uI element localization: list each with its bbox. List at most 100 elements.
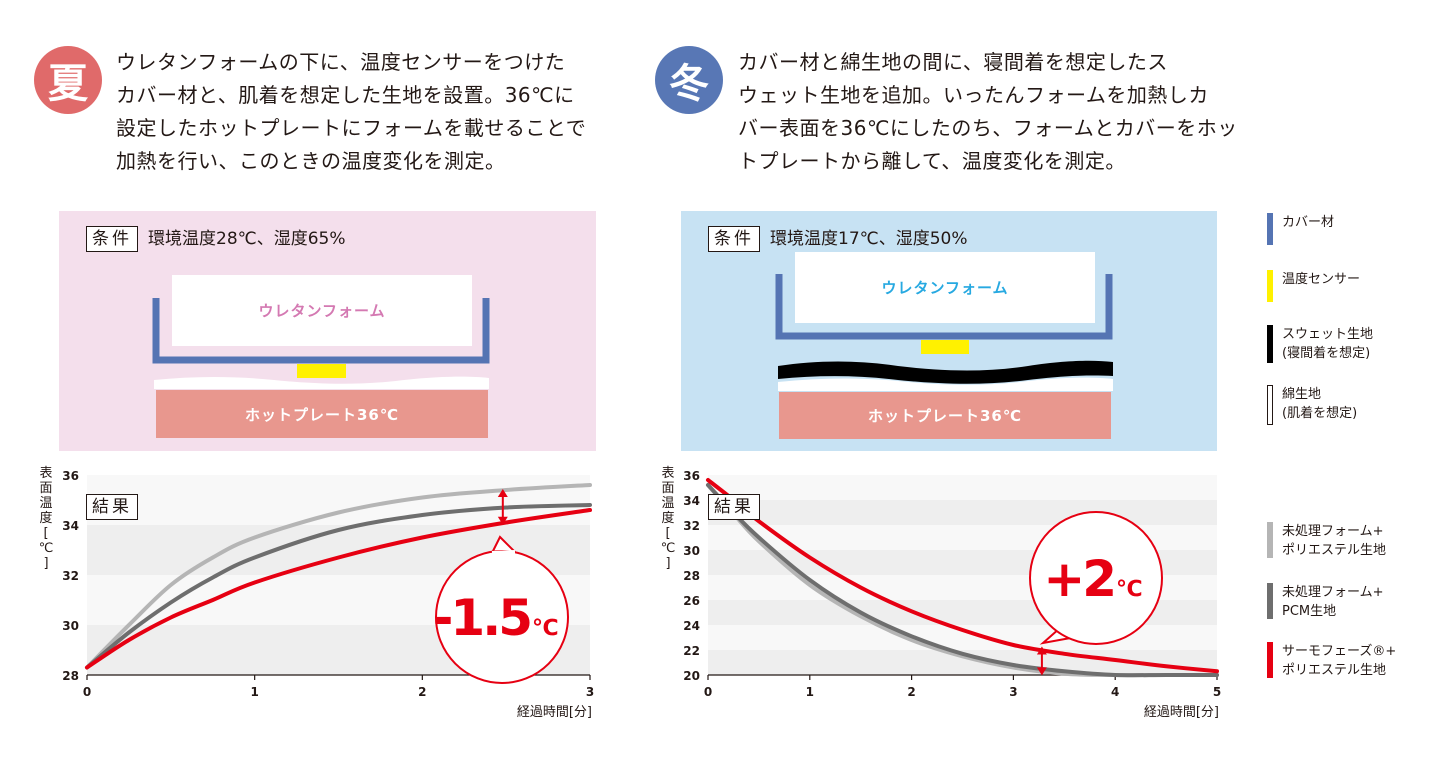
callout-value: -1.5 — [433, 589, 531, 647]
winter-cotton-layer — [778, 377, 1113, 391]
y-tick-label: 20 — [683, 669, 700, 683]
difference-arrowhead — [1036, 667, 1047, 676]
winter-sensor — [921, 340, 969, 354]
y-tick-label: 26 — [683, 594, 700, 608]
x-tick-label: 0 — [83, 685, 91, 699]
winter-condition-text: 環境温度17℃、湿度50% — [770, 229, 968, 249]
series-legend-label: 未処理フォーム+ ポリエステル生地 — [1282, 524, 1387, 558]
winter-desc-line: カバー材と綿生地の間に、寝間着を想定したス — [738, 50, 1168, 74]
series-line — [706, 483, 1219, 678]
y-tick-label: 22 — [683, 644, 700, 658]
winter-hot-plate: ホットプレート36℃ — [779, 392, 1111, 439]
x-axis-label: 経過時間[分] — [1144, 705, 1219, 720]
difference-arrowhead — [497, 516, 508, 525]
series-legend-label: 未処理フォーム+ PCM生地 — [1282, 585, 1384, 619]
summer-hot-plate: ホットプレート36℃ — [156, 390, 488, 438]
summer-sensor — [297, 364, 346, 378]
summer-condition-label: 条件 — [86, 226, 138, 252]
winter-chart-ylabel: 表面温度[℃] — [660, 466, 676, 571]
callout-unit: ℃ — [1116, 577, 1143, 602]
y-tick-label: 30 — [62, 619, 79, 633]
winter-desc-line: トプレートから離して、温度変化を測定。 — [738, 149, 1126, 173]
series-legend-label: サーモフェーズ®+ ポリエステル生地 — [1282, 644, 1397, 678]
callout-tail — [491, 535, 516, 554]
series-line — [85, 508, 592, 670]
y-tick-label: 36 — [683, 469, 700, 483]
winter-description: カバー材と綿生地の間に、寝間着を想定したス ウェット生地を追加。いったんフォーム… — [738, 46, 1238, 178]
materials-legend-label: 温度センサー — [1282, 272, 1361, 287]
series-legend-item: 未処理フォーム+ ポリエステル生地 — [1267, 522, 1386, 560]
summer-chart-ylabel: 表面温度[℃] — [38, 466, 54, 571]
winter-result-label: 結果 — [708, 494, 760, 520]
y-tick-label: 36 — [62, 469, 79, 483]
x-tick-label: 1 — [250, 685, 258, 699]
callout-tail — [1039, 627, 1077, 645]
winter-badge: 冬 — [655, 46, 723, 114]
x-tick-label: 2 — [907, 685, 915, 699]
summer-foam: ウレタンフォーム — [172, 275, 472, 346]
x-tick-label: 5 — [1213, 685, 1221, 699]
callout-value: +2 — [1043, 550, 1114, 608]
x-tick-label: 3 — [586, 685, 594, 699]
difference-arrowhead — [1036, 646, 1047, 655]
y-tick-label: 32 — [62, 569, 79, 583]
summer-desc-line: 加熱を行い、このときの温度変化を測定。 — [116, 149, 506, 173]
y-tick-label: 28 — [62, 669, 79, 683]
series-legend-swatch — [1267, 522, 1273, 558]
y-tick-label: 32 — [683, 519, 700, 533]
summer-badge: 夏 — [34, 46, 102, 114]
summer-cotton-layer — [154, 376, 489, 389]
materials-legend-item: 温度センサー — [1267, 270, 1360, 302]
series-line — [85, 503, 592, 670]
callout-tail-mask — [491, 550, 516, 555]
difference-callout: +2 ℃ — [1029, 511, 1163, 645]
materials-legend-item: カバー材 — [1267, 213, 1334, 245]
x-tick-label: 0 — [704, 685, 712, 699]
grid-band — [87, 475, 590, 525]
x-tick-label: 4 — [1111, 685, 1119, 699]
callout-unit: ℃ — [532, 616, 559, 641]
summer-chart: 28 30 32 34 36 0 1 2 3 経過時間[分] -1.5 ℃ — [62, 469, 594, 720]
winter-condition-label: 条件 — [708, 226, 760, 252]
x-tick-label: 2 — [418, 685, 426, 699]
materials-legend-label: カバー材 — [1282, 215, 1335, 230]
y-tick-label: 28 — [683, 569, 700, 583]
grid-band — [708, 475, 1217, 500]
series-legend-swatch — [1267, 583, 1273, 619]
difference-arrowhead — [497, 489, 508, 497]
difference-callout: -1.5 ℃ — [433, 535, 569, 684]
x-tick-label: 1 — [806, 685, 814, 699]
x-axis-label: 経過時間[分] — [517, 705, 592, 720]
summer-condition-text: 環境温度28℃、湿度65% — [148, 229, 346, 249]
callout-tail-mask — [1059, 626, 1077, 639]
summer-result-label: 結果 — [86, 494, 138, 520]
winter-desc-line: ウェット生地を追加。いったんフォームを加熱しカ — [738, 83, 1209, 107]
x-tick-label: 3 — [1009, 685, 1017, 699]
materials-legend-swatch — [1267, 385, 1273, 425]
series-legend-item: サーモフェーズ®+ ポリエステル生地 — [1267, 642, 1396, 680]
y-tick-label: 34 — [62, 519, 79, 533]
y-tick-label: 34 — [683, 494, 700, 508]
y-tick-label: 24 — [683, 619, 700, 633]
winter-cover — [775, 274, 1113, 340]
summer-desc-line: カバー材と、肌着を想定した生地を設置。36℃に — [116, 83, 575, 107]
callout-circle — [1029, 511, 1163, 645]
materials-legend-item: スウェット生地 (寝間着を想定) — [1267, 325, 1373, 363]
summer-desc-line: ウレタンフォームの下に、温度センサーをつけた — [116, 50, 566, 74]
materials-legend-swatch — [1267, 270, 1273, 302]
summer-desc-line: 設定したホットプレートにフォームを載せることで — [116, 116, 587, 140]
y-tick-label: 30 — [683, 544, 700, 558]
series-legend-swatch — [1267, 642, 1273, 678]
series-legend-item: 未処理フォーム+ PCM生地 — [1267, 583, 1384, 621]
winter-sweat-layer — [778, 360, 1113, 384]
materials-legend-label: 綿生地 (肌着を想定) — [1282, 387, 1358, 421]
materials-legend-swatch — [1267, 325, 1273, 363]
winter-desc-line: バー表面を36℃にしたのち、フォームとカバーをホッ — [738, 116, 1238, 140]
materials-legend-label: スウェット生地 (寝間着を想定) — [1282, 327, 1374, 361]
winter-foam: ウレタンフォーム — [795, 252, 1095, 323]
summer-description: ウレタンフォームの下に、温度センサーをつけた カバー材と、肌着を想定した生地を設… — [116, 46, 586, 178]
grid-band — [708, 500, 1217, 525]
summer-cover — [152, 298, 490, 364]
materials-legend-item: 綿生地 (肌着を想定) — [1267, 385, 1357, 425]
series-line — [85, 483, 592, 670]
